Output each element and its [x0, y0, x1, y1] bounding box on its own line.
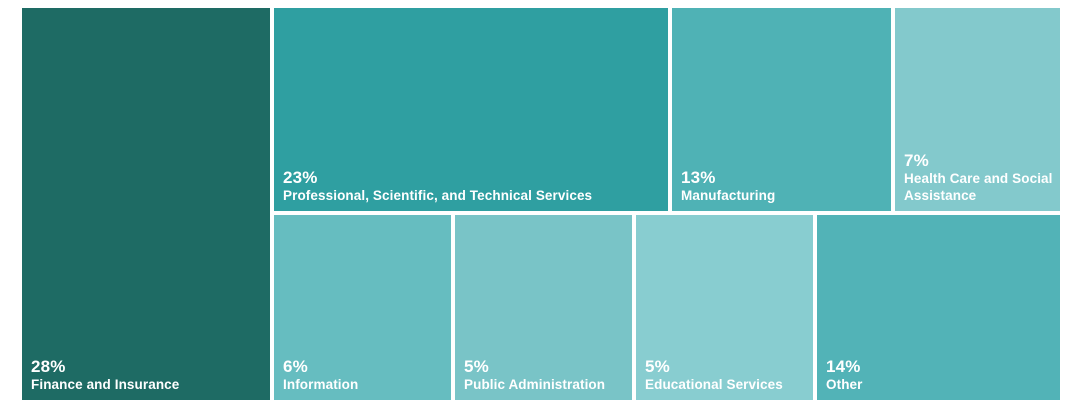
- cell-text: 13% Manufacturing: [681, 167, 885, 205]
- cell-text: 28% Finance and Insurance: [31, 356, 264, 394]
- cell-text: 6% Information: [283, 356, 445, 394]
- treemap-cell-health-care-social-assistance: 7% Health Care and Social Assistance: [895, 8, 1060, 211]
- cell-label: Finance and Insurance: [31, 377, 180, 393]
- cell-percentage: 13%: [681, 167, 716, 187]
- treemap-cell-public-administration: 5% Public Administration: [455, 215, 632, 400]
- cell-percentage: 28%: [31, 356, 66, 376]
- cell-percentage: 6%: [283, 356, 308, 376]
- cell-percentage: 14%: [826, 356, 861, 376]
- cell-percentage: 5%: [464, 356, 489, 376]
- cell-percentage: 23%: [283, 167, 318, 187]
- cell-text: 5% Educational Services: [645, 356, 807, 394]
- treemap-cell-other: 14% Other: [817, 215, 1060, 400]
- treemap-cell-information: 6% Information: [274, 215, 451, 400]
- cell-text: 23% Professional, Scientific, and Techni…: [283, 167, 662, 205]
- cell-label: Health Care and Social Assistance: [904, 171, 1053, 204]
- cell-label: Information: [283, 377, 359, 393]
- cell-percentage: 5%: [645, 356, 670, 376]
- cell-text: 5% Public Administration: [464, 356, 626, 394]
- cell-label: Manufacturing: [681, 188, 776, 204]
- cell-label: Professional, Scientific, and Technical …: [283, 188, 593, 204]
- cell-percentage: 7%: [904, 151, 929, 170]
- treemap-cell-educational-services: 5% Educational Services: [636, 215, 813, 400]
- cell-label: Other: [826, 377, 863, 393]
- cell-label: Educational Services: [645, 377, 783, 393]
- treemap-cell-manufacturing: 13% Manufacturing: [672, 8, 891, 211]
- treemap-cell-professional-scientific-technical: 23% Professional, Scientific, and Techni…: [274, 8, 668, 211]
- cell-text: 7% Health Care and Social Assistance: [904, 150, 1054, 205]
- cell-label: Public Administration: [464, 377, 606, 393]
- cell-text: 14% Other: [826, 356, 1054, 394]
- treemap-cell-finance-and-insurance: 28% Finance and Insurance: [22, 8, 270, 400]
